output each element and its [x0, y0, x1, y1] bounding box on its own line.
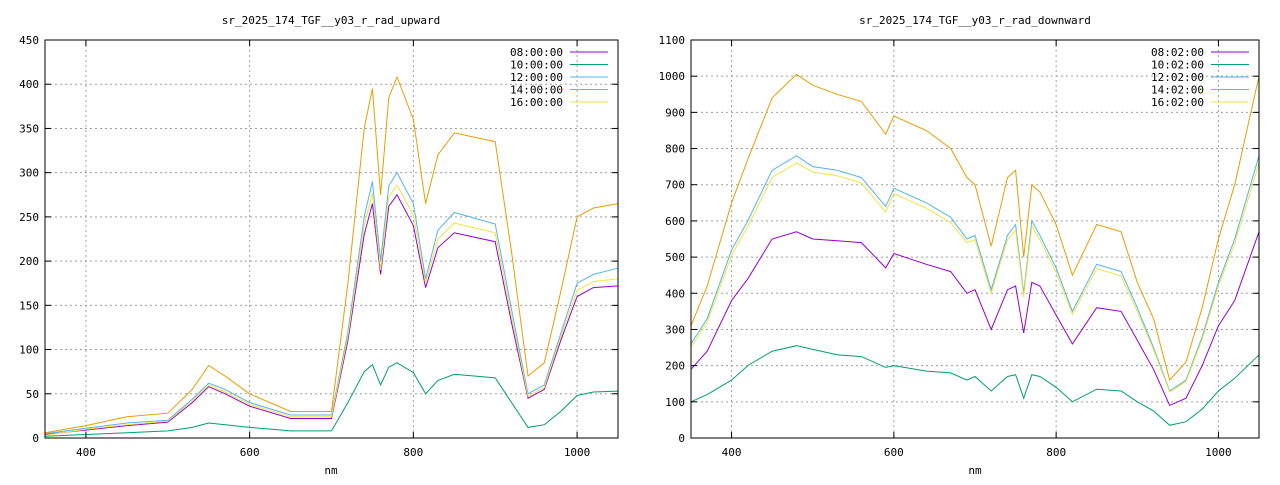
y-tick-label: 400	[665, 287, 685, 300]
y-tick-label: 300	[19, 167, 39, 180]
x-tick-label: 600	[884, 446, 904, 459]
legend-label: 12:02:00	[1151, 71, 1204, 84]
x-axis-label: nm	[968, 464, 982, 477]
legend-label: 10:00:00	[510, 59, 563, 72]
x-tick-label: 400	[722, 446, 742, 459]
x-tick-label: 800	[403, 446, 423, 459]
y-tick-label: 700	[665, 179, 685, 192]
legend-label: 16:02:00	[1151, 96, 1204, 109]
series-line	[44, 75, 619, 434]
x-axis-label: nm	[324, 464, 338, 477]
chart-title: sr_2025_174_TGF__y03_r_rad_downward	[859, 14, 1091, 27]
y-tick-label: 500	[665, 251, 685, 264]
y-tick-label: 1100	[659, 34, 686, 47]
y-tick-label: 300	[665, 323, 685, 336]
legend-label: 12:00:00	[510, 71, 563, 84]
series-line	[44, 193, 619, 435]
series-line	[690, 73, 1260, 382]
plot-frame	[690, 39, 1260, 439]
legend-label: 10:02:00	[1151, 59, 1204, 72]
y-tick-label: 0	[32, 432, 39, 445]
legend-label: 08:02:00	[1151, 46, 1204, 59]
y-tick-label: 100	[19, 344, 39, 357]
x-tick-label: 400	[76, 446, 96, 459]
chart-upward: sr_2025_174_TGF__y03_r_rad_upward nm 0 50…	[19, 14, 619, 477]
series-line	[44, 362, 619, 437]
series-line	[44, 171, 619, 435]
y-tick-label: 50	[26, 388, 39, 401]
y-tick-label: 0	[678, 432, 685, 445]
series-line	[44, 184, 619, 436]
y-tick-label: 450	[19, 34, 39, 47]
legend-label: 16:00:00	[510, 96, 563, 109]
x-tick-label: 600	[240, 446, 260, 459]
chart-title: sr_2025_174_TGF__y03_r_rad_upward	[222, 14, 441, 27]
y-tick-label: 150	[19, 299, 39, 312]
series-line	[690, 162, 1260, 393]
x-tick-label: 1000	[564, 446, 591, 459]
x-tick-label: 1000	[1205, 446, 1232, 459]
series-line	[690, 231, 1260, 407]
y-tick-label: 900	[665, 106, 685, 119]
y-tick-label: 800	[665, 143, 685, 156]
x-tick-label: 800	[1046, 446, 1066, 459]
chart-downward: sr_2025_174_TGF__y03_r_rad_downward nm 0…	[659, 14, 1260, 477]
legend-label: 14:02:00	[1151, 84, 1204, 97]
y-tick-label: 100	[665, 396, 685, 409]
y-tick-label: 200	[19, 255, 39, 268]
y-tick-label: 600	[665, 215, 685, 228]
legend-label: 08:00:00	[510, 46, 563, 59]
y-tick-label: 200	[665, 360, 685, 373]
y-tick-label: 350	[19, 122, 39, 135]
y-tick-label: 250	[19, 211, 39, 224]
plot-frame	[44, 39, 619, 439]
legend-label: 14:00:00	[510, 84, 563, 97]
series-line	[690, 155, 1260, 392]
y-tick-label: 400	[19, 78, 39, 91]
y-tick-label: 1000	[659, 70, 686, 83]
series-line	[690, 345, 1260, 426]
